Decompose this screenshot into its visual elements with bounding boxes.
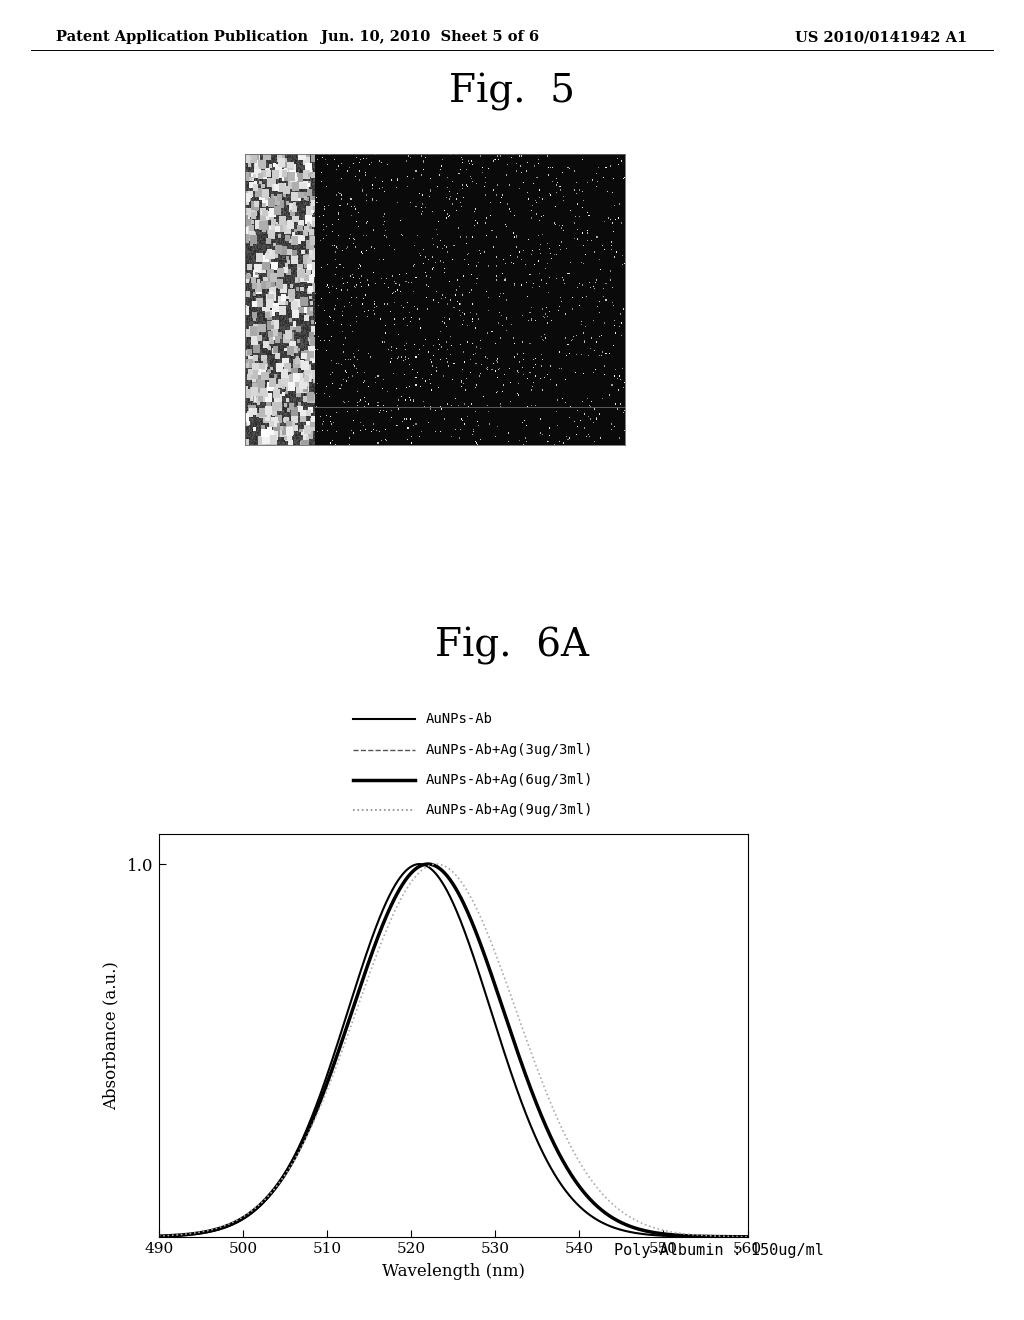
X-axis label: Wavelength (nm): Wavelength (nm) [382,1263,524,1279]
Text: Patent Application Publication: Patent Application Publication [56,30,308,45]
Text: Poly-Albumin : 150ug/ml: Poly-Albumin : 150ug/ml [614,1243,824,1258]
Text: US 2010/0141942 A1: US 2010/0141942 A1 [796,30,968,45]
Text: Fig.  6A: Fig. 6A [435,627,589,665]
Text: AuNPs-Ab+Ag(6ug/3ml): AuNPs-Ab+Ag(6ug/3ml) [426,774,594,787]
Text: Jun. 10, 2010  Sheet 5 of 6: Jun. 10, 2010 Sheet 5 of 6 [321,30,540,45]
Y-axis label: Absorbance (a.u.): Absorbance (a.u.) [102,961,119,1110]
Text: AuNPs-Ab: AuNPs-Ab [426,713,493,726]
Text: Fig.  5: Fig. 5 [449,73,575,111]
Text: AuNPs-Ab+Ag(3ug/3ml): AuNPs-Ab+Ag(3ug/3ml) [426,743,594,756]
Text: AuNPs-Ab+Ag(9ug/3ml): AuNPs-Ab+Ag(9ug/3ml) [426,804,594,817]
